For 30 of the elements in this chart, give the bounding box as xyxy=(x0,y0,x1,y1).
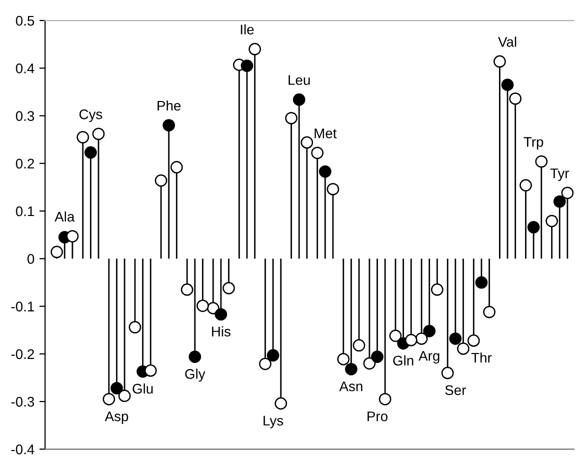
y-tick-label: 0.2 xyxy=(16,158,34,169)
x-tick-label: Asp xyxy=(104,412,128,424)
x-tick-label: Cys xyxy=(79,109,102,122)
x-tick-label: Lys xyxy=(264,416,284,428)
x-tick-label: Ile xyxy=(240,24,254,34)
x-tick-label: Leu xyxy=(288,75,310,85)
x-tick-label: Pro xyxy=(368,412,388,422)
x-tick-label: Gln xyxy=(393,355,414,366)
x-tick-label: Phe xyxy=(158,100,181,111)
y-tick-label: -0.1 xyxy=(11,302,34,312)
x-tick-label: Val xyxy=(498,36,516,47)
y-tick-label: 0.1 xyxy=(16,206,34,216)
x-tick-label: Asn xyxy=(339,382,362,392)
y-tick-label: -0.2 xyxy=(11,349,34,360)
x-tick-label: His xyxy=(212,326,230,336)
y-tick-label: -0.3 xyxy=(11,396,34,407)
x-tick-label: Tyr xyxy=(550,168,570,182)
x-tick-label: Met xyxy=(314,128,337,138)
y-tick-label: 0 xyxy=(27,254,34,264)
y-tick-label: 0.3 xyxy=(16,111,34,121)
x-tick-label: Ala xyxy=(54,211,75,222)
x-tick-label: Glu xyxy=(132,383,153,394)
y-tick-label: 0.4 xyxy=(16,63,34,74)
x-tick-label: Arg xyxy=(418,351,440,364)
x-tick-label: Trp xyxy=(524,137,544,150)
x-tick-label: Thr xyxy=(471,352,492,363)
x-tick-label: Gly xyxy=(185,368,206,382)
y-tick-label: -0.4 xyxy=(11,444,34,454)
y-tick-label: 0.5 xyxy=(16,16,34,26)
x-tick-label: Ser xyxy=(445,385,466,396)
